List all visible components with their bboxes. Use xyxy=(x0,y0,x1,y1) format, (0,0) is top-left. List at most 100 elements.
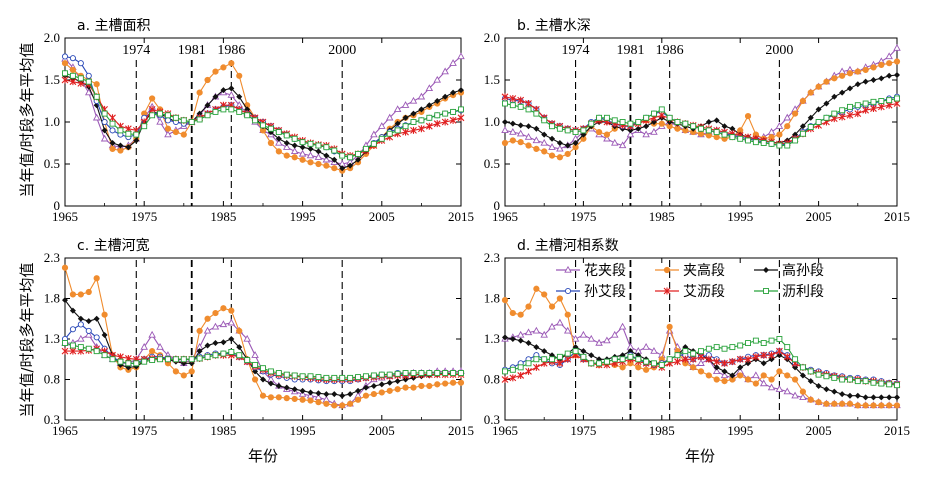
data-point xyxy=(870,98,877,105)
data-point xyxy=(541,356,548,363)
data-point xyxy=(378,122,386,129)
data-point xyxy=(846,400,854,407)
data-point xyxy=(893,43,901,51)
data-point xyxy=(101,311,108,318)
data-point xyxy=(532,363,540,371)
data-point xyxy=(441,67,449,75)
data-point xyxy=(627,120,634,127)
data-point xyxy=(236,344,243,351)
data-point xyxy=(516,330,525,338)
data-point xyxy=(339,374,346,381)
y-tick-label: 1.0 xyxy=(484,114,500,129)
y-tick-label: 0.8 xyxy=(484,372,500,387)
y-axis-label-top: 当年值/时段多年平均值 xyxy=(18,42,36,197)
data-point xyxy=(720,371,729,379)
data-point xyxy=(886,60,893,67)
data-point xyxy=(839,400,846,407)
data-point xyxy=(737,342,744,349)
y-tick-label: 1.5 xyxy=(484,72,500,87)
data-point xyxy=(244,106,251,113)
series-5 xyxy=(502,336,900,389)
data-point xyxy=(776,131,783,138)
data-point xyxy=(402,376,409,383)
data-point xyxy=(846,85,853,92)
data-point xyxy=(394,386,401,393)
data-point xyxy=(799,393,807,400)
data-point xyxy=(839,107,846,114)
x-tick-label: 1985 xyxy=(649,423,675,438)
data-point xyxy=(619,119,626,125)
data-point xyxy=(220,350,227,357)
data-point xyxy=(799,123,806,130)
data-point xyxy=(768,140,775,147)
data-point xyxy=(315,390,322,397)
data-point xyxy=(658,120,665,127)
y-tick-label: 1.3 xyxy=(44,331,60,346)
data-point xyxy=(449,116,457,124)
data-point xyxy=(449,59,457,66)
data-point xyxy=(712,367,721,375)
data-point xyxy=(548,143,556,150)
data-point xyxy=(533,285,540,292)
series-5 xyxy=(502,95,900,149)
data-point xyxy=(220,339,227,346)
data-point xyxy=(502,119,508,125)
data-point xyxy=(697,353,705,361)
data-point xyxy=(878,394,885,401)
data-point xyxy=(101,352,108,359)
data-point xyxy=(783,353,791,361)
data-point xyxy=(862,100,869,107)
data-point xyxy=(854,392,861,399)
data-point xyxy=(642,342,650,350)
data-point xyxy=(729,134,736,141)
data-point xyxy=(386,379,393,386)
data-point xyxy=(165,112,171,119)
data-point xyxy=(556,154,563,161)
data-point xyxy=(580,127,587,134)
data-point xyxy=(823,100,830,107)
data-point xyxy=(533,110,540,117)
series-3 xyxy=(501,93,901,149)
data-point xyxy=(862,66,869,74)
data-point xyxy=(759,379,768,387)
vline-label: 1981 xyxy=(616,43,644,58)
data-point xyxy=(157,110,163,117)
data-point xyxy=(886,72,893,79)
data-point xyxy=(299,387,306,394)
data-point xyxy=(77,315,84,322)
x-tick-label: 1985 xyxy=(210,423,236,438)
data-point xyxy=(815,83,822,90)
data-point xyxy=(502,100,508,107)
data-point xyxy=(417,92,426,100)
data-point xyxy=(61,347,69,355)
data-point xyxy=(698,125,704,132)
series-line xyxy=(64,56,462,165)
data-point xyxy=(745,137,751,144)
data-point xyxy=(291,372,298,379)
x-tick-label: 2015 xyxy=(884,423,910,438)
data-point xyxy=(204,112,211,119)
data-point xyxy=(501,139,509,147)
data-point xyxy=(729,344,736,351)
x-tick-label: 2005 xyxy=(806,423,832,438)
data-point xyxy=(603,358,610,365)
data-point xyxy=(595,338,603,346)
data-point xyxy=(220,305,227,312)
data-point xyxy=(784,344,791,351)
data-point xyxy=(501,126,509,134)
data-point xyxy=(549,356,555,363)
data-point xyxy=(666,323,673,330)
data-point xyxy=(596,360,603,367)
data-point xyxy=(323,162,330,169)
data-point xyxy=(362,384,369,391)
data-point xyxy=(674,119,681,125)
panel-c: c. 主槽河宽 1965 1975 1985 1995 2005 2015 0.3 0.8 1.3… xyxy=(44,237,474,438)
data-point xyxy=(133,137,140,144)
data-point xyxy=(267,139,275,147)
data-point xyxy=(355,387,362,394)
data-point xyxy=(323,144,330,151)
data-point xyxy=(315,374,322,381)
data-point xyxy=(815,371,822,378)
data-point xyxy=(870,394,877,401)
data-point xyxy=(618,141,627,149)
